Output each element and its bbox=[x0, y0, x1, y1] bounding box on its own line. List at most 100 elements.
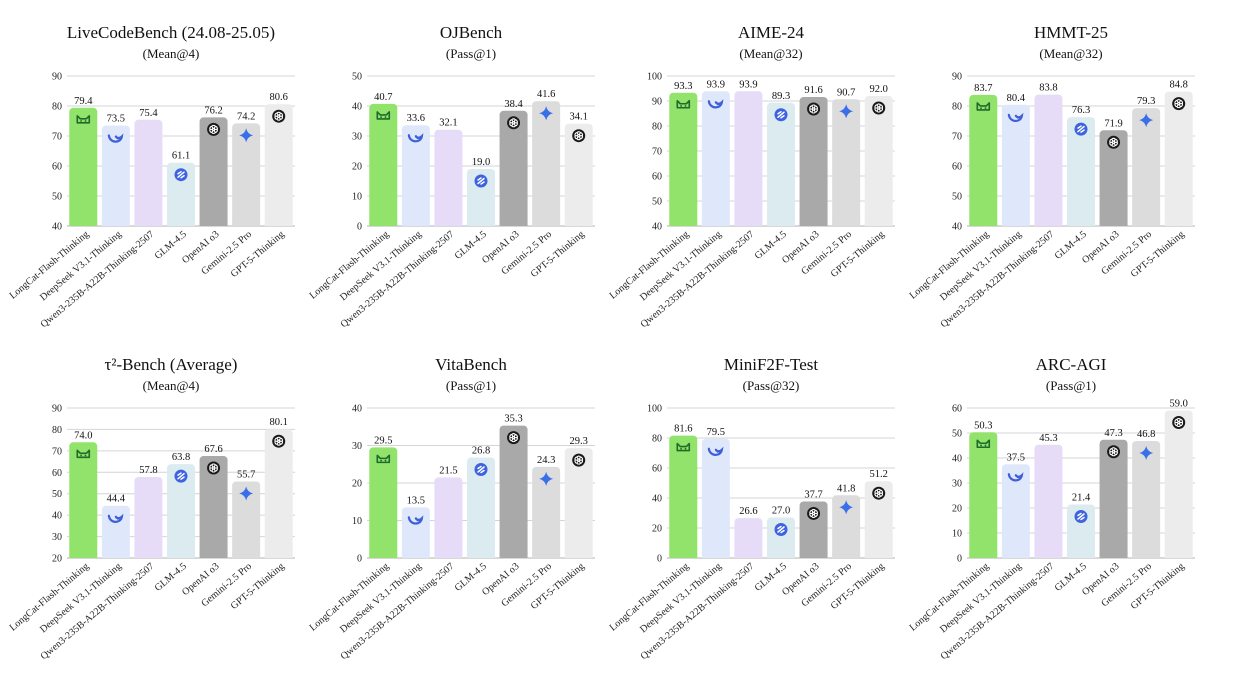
glm-icon bbox=[474, 174, 488, 188]
y-tick-label: 30 bbox=[52, 532, 62, 543]
y-tick-label: 40 bbox=[352, 404, 362, 415]
chart-subtitle: (Pass@1) bbox=[446, 378, 496, 393]
bar bbox=[1164, 91, 1193, 226]
longcat-icon bbox=[676, 99, 691, 109]
chart-aime-24: AIME-24 (Mean@32) 40 50 60 70 80 90 100 93.3 LongC… bbox=[605, 18, 905, 363]
value-label: 67.6 bbox=[204, 444, 222, 455]
bar-base bbox=[864, 553, 893, 558]
bar bbox=[864, 481, 893, 558]
bar-base bbox=[564, 553, 593, 558]
bar bbox=[101, 505, 130, 558]
bar bbox=[701, 91, 730, 226]
value-label: 40.7 bbox=[374, 92, 392, 103]
chart-title: OJBench bbox=[440, 23, 503, 42]
bar-base bbox=[1001, 221, 1030, 226]
bar-base bbox=[401, 221, 430, 226]
chart-title: MiniF2F-Test bbox=[724, 355, 818, 374]
glm-icon bbox=[474, 463, 488, 476]
value-label: 92.0 bbox=[870, 84, 888, 95]
y-tick-label: 100 bbox=[647, 72, 662, 83]
value-label: 21.5 bbox=[439, 465, 457, 476]
bar-base bbox=[1034, 221, 1063, 226]
bar bbox=[1001, 464, 1030, 558]
value-label: 13.5 bbox=[407, 495, 425, 506]
value-label: 80.6 bbox=[270, 92, 288, 103]
openai-knot-icon bbox=[507, 431, 521, 445]
bar bbox=[199, 456, 228, 558]
chart-svg: OJBench(Pass@1)0102030405040.7LongCat-Fl… bbox=[308, 23, 595, 330]
value-label: 74.2 bbox=[237, 111, 255, 122]
y-tick-label: 40 bbox=[52, 222, 62, 233]
chart-arc-agi: ARC-AGI (Pass@1) 0 10 20 30 40 50 60 50.3 LongCat-… bbox=[905, 350, 1205, 695]
y-tick-label: 90 bbox=[952, 72, 962, 83]
value-label: 57.8 bbox=[139, 465, 157, 476]
bar bbox=[1099, 439, 1128, 558]
y-tick-label: 60 bbox=[652, 172, 662, 183]
gemini-sparkle-icon bbox=[1139, 446, 1154, 460]
longcat-icon bbox=[76, 115, 91, 124]
openai-knot-icon bbox=[807, 102, 821, 116]
value-label: 81.6 bbox=[674, 424, 692, 435]
bar-base bbox=[1067, 553, 1095, 558]
glm-icon bbox=[1074, 510, 1088, 523]
value-label: 26.6 bbox=[739, 506, 757, 517]
deepseek-whale-icon bbox=[1007, 112, 1024, 123]
bar-base bbox=[101, 221, 130, 226]
bar-base bbox=[1099, 221, 1128, 226]
value-label: 37.7 bbox=[804, 489, 822, 500]
y-tick-label: 0 bbox=[357, 222, 362, 233]
bar-base bbox=[1001, 553, 1030, 558]
value-label: 84.8 bbox=[1170, 80, 1188, 91]
chart-svg: LiveCodeBench (24.08-25.05) (Mean@4) 40 50 6… bbox=[8, 23, 295, 330]
y-tick-label: 60 bbox=[52, 162, 62, 173]
bar bbox=[434, 477, 463, 558]
y-tick-label: 50 bbox=[952, 192, 962, 203]
y-tick-label: 80 bbox=[52, 102, 62, 113]
y-tick-label: 60 bbox=[952, 404, 962, 415]
y-tick-label: 50 bbox=[52, 192, 62, 203]
value-label: 33.6 bbox=[407, 113, 425, 124]
y-tick-label: 20 bbox=[52, 554, 62, 565]
bar-base bbox=[199, 553, 228, 558]
chart-svg: MiniF2F-Test(Pass@32)02040608010081.6Lon… bbox=[608, 355, 895, 662]
bar-base bbox=[1067, 221, 1095, 226]
value-label: 83.7 bbox=[974, 83, 992, 94]
bar-base bbox=[434, 221, 463, 226]
value-label: 41.6 bbox=[537, 89, 555, 100]
bar bbox=[969, 94, 998, 227]
bar-base bbox=[864, 221, 893, 226]
y-tick-label: 10 bbox=[352, 516, 362, 527]
bar-base bbox=[734, 553, 763, 558]
bar-base bbox=[499, 221, 528, 226]
value-label: 79.5 bbox=[707, 427, 725, 438]
bar bbox=[467, 169, 495, 226]
openai-knot-icon bbox=[872, 486, 886, 500]
y-tick-label: 40 bbox=[952, 454, 962, 465]
bar bbox=[669, 435, 698, 558]
longcat-icon bbox=[76, 449, 91, 459]
gemini-sparkle-icon bbox=[1139, 113, 1154, 128]
bar bbox=[969, 432, 998, 558]
value-label: 93.9 bbox=[739, 79, 757, 90]
chart-hmmt-25: HMMT-25 (Mean@32) 40 50 60 70 80 90 83.7 LongCat-… bbox=[905, 18, 1205, 363]
glm-icon bbox=[174, 168, 188, 182]
bar bbox=[669, 92, 698, 226]
value-label: 32.1 bbox=[439, 118, 457, 129]
chart-svg: ARC-AGI(Pass@1)010203040506050.3LongCat-… bbox=[908, 355, 1195, 662]
bar bbox=[434, 129, 463, 226]
value-label: 75.4 bbox=[139, 108, 158, 119]
deepseek-whale-icon bbox=[407, 133, 424, 143]
bar bbox=[264, 429, 293, 558]
chart-svg: HMMT-25(Mean@32)40506070809083.7LongCat-… bbox=[908, 23, 1195, 330]
bar-base bbox=[532, 553, 561, 558]
y-tick-label: 70 bbox=[652, 147, 662, 158]
value-label: 37.5 bbox=[1007, 452, 1025, 463]
chart-livecodebench: LiveCodeBench (24.08-25.05) (Mean@4) 40 50 6… bbox=[5, 18, 305, 363]
value-label: 29.3 bbox=[570, 436, 588, 447]
chart-title: ARC-AGI bbox=[1036, 355, 1107, 374]
value-label: 80.4 bbox=[1007, 93, 1026, 104]
value-label: 21.4 bbox=[1072, 493, 1091, 504]
value-label: 55.7 bbox=[237, 470, 255, 481]
value-label: 90.7 bbox=[837, 87, 855, 98]
